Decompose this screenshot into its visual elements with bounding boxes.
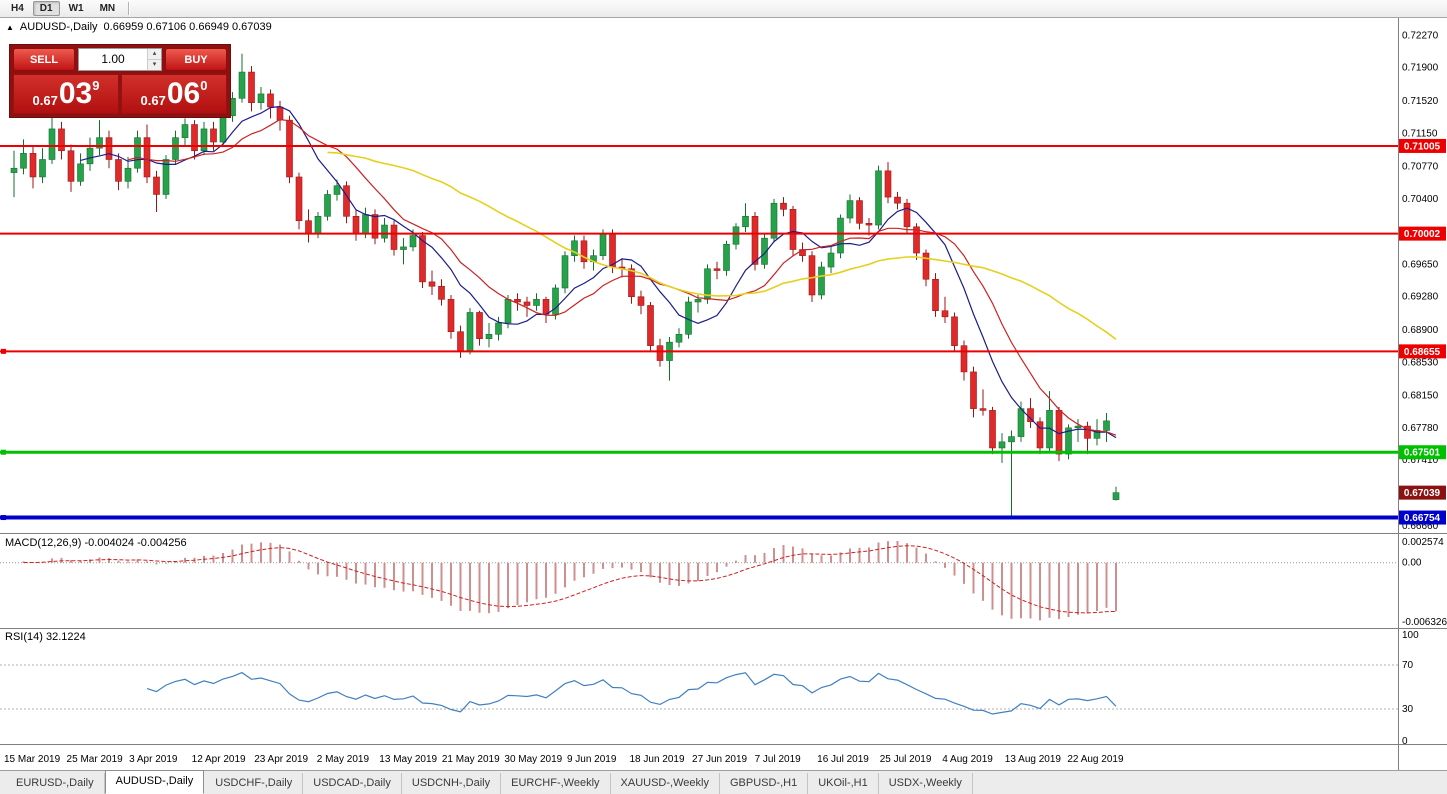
svg-text:4 Aug 2019: 4 Aug 2019: [942, 754, 993, 765]
svg-text:0: 0: [1402, 736, 1408, 747]
svg-text:0.68900: 0.68900: [1402, 325, 1439, 336]
tab-usdchf-daily[interactable]: USDCHF-,Daily: [205, 773, 304, 794]
axis-badges: 0.71005 0.70002 0.68655 0.67501 0.66754 0.670…: [1399, 138, 1446, 525]
svg-text:30 May 2019: 30 May 2019: [504, 754, 562, 765]
ask-point: 0: [200, 78, 208, 93]
tab-usdcnh-daily[interactable]: USDCNH-,Daily: [402, 773, 502, 794]
svg-text:25 Jul 2019: 25 Jul 2019: [880, 754, 932, 765]
svg-text:0.68530: 0.68530: [1402, 357, 1439, 368]
svg-text:0.71520: 0.71520: [1402, 96, 1439, 107]
svg-text:0.67780: 0.67780: [1402, 423, 1439, 434]
svg-text:0.66660: 0.66660: [1402, 521, 1439, 532]
svg-text:0.67410: 0.67410: [1402, 455, 1439, 466]
timeframe-button-d1[interactable]: D1: [32, 1, 60, 16]
bid-prefix: 0.67: [32, 93, 58, 108]
svg-text:23 Apr 2019: 23 Apr 2019: [254, 754, 308, 765]
bid-point: 9: [92, 78, 100, 93]
svg-text:0.70002: 0.70002: [1404, 229, 1441, 240]
tab-gbpusd-h1[interactable]: GBPUSD-,H1: [720, 773, 809, 794]
ask-prefix: 0.67: [140, 93, 166, 108]
svg-text:13 May 2019: 13 May 2019: [379, 754, 437, 765]
rsi-indicator-label: RSI(14) 32.1224: [5, 631, 86, 643]
moving-averages-layer: [80, 105, 1117, 439]
volume-value[interactable]: 1.00: [101, 52, 125, 66]
svg-text:18 Jun 2019: 18 Jun 2019: [630, 754, 685, 765]
svg-text:22 Aug 2019: 22 Aug 2019: [1067, 754, 1124, 765]
chart-canvas[interactable]: 0.72270 0.71900 0.71520 0.71150 0.70770 0.704…: [0, 18, 1447, 794]
timeframe-button-mn[interactable]: MN: [93, 1, 123, 16]
symbol-label: AUDUSD-,Daily: [19, 21, 98, 33]
svg-text:0.71900: 0.71900: [1402, 63, 1439, 74]
svg-text:13 Aug 2019: 13 Aug 2019: [1005, 754, 1062, 765]
svg-text:0.66754: 0.66754: [1404, 513, 1441, 524]
macd-pane: 0.002574 0.00 -0.006326: [0, 537, 1447, 628]
svg-text:0.71005: 0.71005: [1404, 141, 1441, 152]
tab-ukoil-h1[interactable]: UKOil-,H1: [808, 773, 879, 794]
svg-text:15 Mar 2019: 15 Mar 2019: [4, 754, 61, 765]
tab-audusd-daily[interactable]: AUDUSD-,Daily: [104, 770, 205, 794]
svg-text:16 Jul 2019: 16 Jul 2019: [817, 754, 869, 765]
candles-layer: [10, 53, 1120, 517]
svg-text:21 May 2019: 21 May 2019: [442, 754, 500, 765]
svg-text:30: 30: [1402, 704, 1414, 715]
svg-text:-0.006326: -0.006326: [1402, 617, 1447, 628]
volume-increase-icon[interactable]: ▴: [148, 49, 161, 60]
sell-button[interactable]: SELL: [13, 48, 75, 71]
timeframe-toolbar: H4 D1 W1 MN: [0, 0, 1447, 18]
macd-indicator-label: MACD(12,26,9) -0.004024 -0.004256: [5, 537, 187, 549]
pane-separators: [0, 18, 1447, 770]
svg-text:7 Jul 2019: 7 Jul 2019: [755, 754, 802, 765]
tab-usdx-weekly[interactable]: USDX-,Weekly: [879, 773, 973, 794]
svg-text:0.67501: 0.67501: [1404, 448, 1441, 459]
tab-eurchf-weekly[interactable]: EURCHF-,Weekly: [501, 773, 611, 794]
tab-xauusd-weekly[interactable]: XAUUSD-,Weekly: [611, 773, 720, 794]
timeframe-button-w1[interactable]: W1: [62, 1, 91, 16]
chart-tabs-bar: EURUSD-,Daily AUDUSD-,Daily USDCHF-,Daily U…: [0, 770, 1447, 794]
rsi-pane: 100 70 30 0: [0, 630, 1419, 747]
timeframe-button-h4[interactable]: H4: [4, 1, 31, 16]
ask-pips: 06: [166, 77, 201, 110]
svg-text:70: 70: [1402, 660, 1414, 671]
one-click-collapse-icon[interactable]: ▲: [6, 22, 14, 32]
svg-text:0.68150: 0.68150: [1402, 391, 1439, 402]
ohlc-values: 0.66959 0.67106 0.66949 0.67039: [103, 21, 272, 33]
svg-text:9 Jun 2019: 9 Jun 2019: [567, 754, 617, 765]
bid-pips: 03: [58, 77, 93, 110]
svg-text:0.72270: 0.72270: [1402, 30, 1439, 41]
svg-text:0.002574: 0.002574: [1402, 537, 1444, 548]
svg-text:100: 100: [1402, 630, 1419, 641]
svg-text:0.70770: 0.70770: [1402, 161, 1439, 172]
toolbar-separator: [128, 2, 131, 15]
date-axis: 15 Mar 2019 25 Mar 2019 3 Apr 2019 12 Apr 2…: [4, 754, 1124, 765]
svg-text:2 May 2019: 2 May 2019: [317, 754, 370, 765]
svg-text:0.68655: 0.68655: [1404, 347, 1441, 358]
svg-text:27 Jun 2019: 27 Jun 2019: [692, 754, 747, 765]
horizontal-lines-layer[interactable]: [0, 144, 1398, 521]
one-click-trading-panel: SELL 1.00 ▴ ▾ BUY 0.67 03 9 0.67 06 0: [9, 44, 231, 118]
svg-text:12 Apr 2019: 12 Apr 2019: [192, 754, 246, 765]
tab-usdcad-daily[interactable]: USDCAD-,Daily: [303, 773, 402, 794]
ask-price[interactable]: 0.67 06 0: [121, 74, 227, 114]
svg-text:0.69280: 0.69280: [1402, 292, 1439, 303]
svg-text:0.67039: 0.67039: [1404, 488, 1441, 499]
volume-decrease-icon[interactable]: ▾: [152, 61, 157, 68]
volume-spinner: ▴ ▾: [147, 49, 161, 70]
svg-text:0.69650: 0.69650: [1402, 259, 1439, 270]
svg-text:0.71150: 0.71150: [1402, 128, 1438, 139]
svg-text:25 Mar 2019: 25 Mar 2019: [67, 754, 124, 765]
svg-text:3 Apr 2019: 3 Apr 2019: [129, 754, 178, 765]
svg-text:0.00: 0.00: [1402, 558, 1422, 569]
bid-price[interactable]: 0.67 03 9: [13, 74, 119, 114]
tab-eurusd-daily[interactable]: EURUSD-,Daily: [6, 773, 105, 794]
svg-text:0.70400: 0.70400: [1402, 194, 1439, 205]
chart-header: ▲ AUDUSD-,Daily 0.66959 0.67106 0.66949 …: [6, 21, 272, 33]
volume-input[interactable]: 1.00 ▴ ▾: [78, 48, 162, 71]
buy-button[interactable]: BUY: [165, 48, 227, 71]
